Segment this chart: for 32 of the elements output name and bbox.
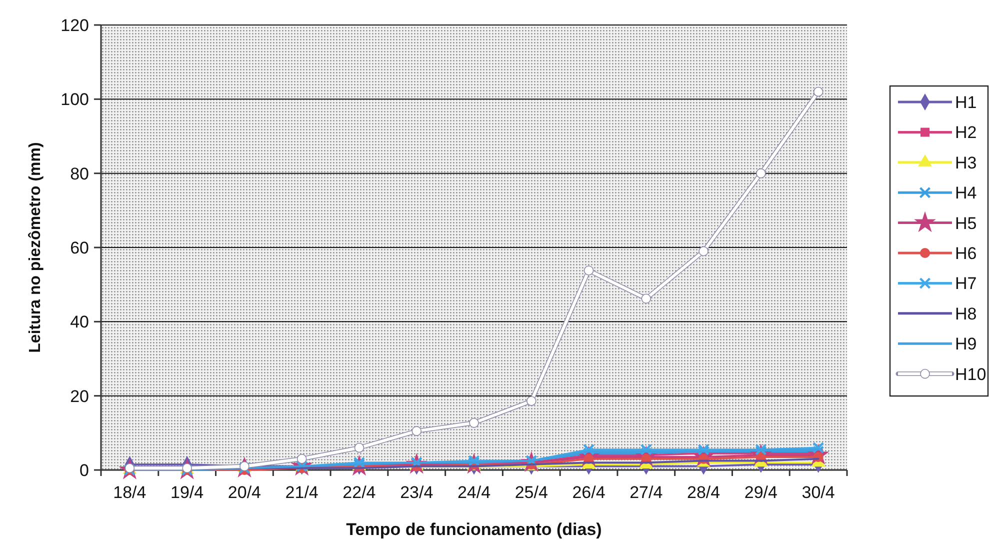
y-tick-label: 120 bbox=[60, 16, 89, 35]
legend-label: H7 bbox=[955, 274, 977, 294]
legend-label: H4 bbox=[955, 184, 977, 203]
legend-label: H10 bbox=[955, 364, 986, 384]
y-tick-label: 40 bbox=[70, 312, 89, 332]
x-tick-label: 30/4 bbox=[802, 483, 835, 502]
x-tick-label: 27/4 bbox=[630, 483, 663, 502]
legend-label: H3 bbox=[955, 153, 977, 172]
x-tick-label: 23/4 bbox=[400, 483, 434, 502]
x-tick-label: 22/4 bbox=[342, 483, 376, 502]
legend-label: H5 bbox=[955, 214, 977, 233]
y-tick-label: 60 bbox=[70, 238, 89, 258]
legend-label: H1 bbox=[955, 92, 977, 112]
x-tick-label: 20/4 bbox=[228, 483, 262, 502]
x-tick-label: 18/4 bbox=[113, 483, 146, 502]
x-tick-label: 21/4 bbox=[285, 483, 318, 502]
x-axis-title: Tempo de funcionamento (dias) bbox=[346, 520, 602, 539]
x-tick-label: 24/4 bbox=[457, 483, 491, 502]
y-axis-title: Leitura no piezômetro (mm) bbox=[27, 142, 44, 353]
legend-label: H6 bbox=[955, 244, 977, 263]
legend-label: H9 bbox=[955, 334, 977, 354]
y-tick-label: 20 bbox=[70, 386, 89, 406]
y-tick-label: 100 bbox=[60, 90, 89, 110]
y-tick-label: 0 bbox=[80, 460, 89, 480]
x-tick-label: 25/4 bbox=[514, 483, 548, 502]
x-tick-label: 26/4 bbox=[572, 483, 606, 502]
x-tick-label: 19/4 bbox=[170, 483, 204, 502]
x-tick-label: 29/4 bbox=[744, 483, 778, 502]
x-tick-label: 28/4 bbox=[686, 483, 720, 502]
y-tick-label: 80 bbox=[70, 164, 89, 184]
legend-label: H2 bbox=[955, 123, 977, 142]
legend-label: H8 bbox=[955, 304, 977, 324]
